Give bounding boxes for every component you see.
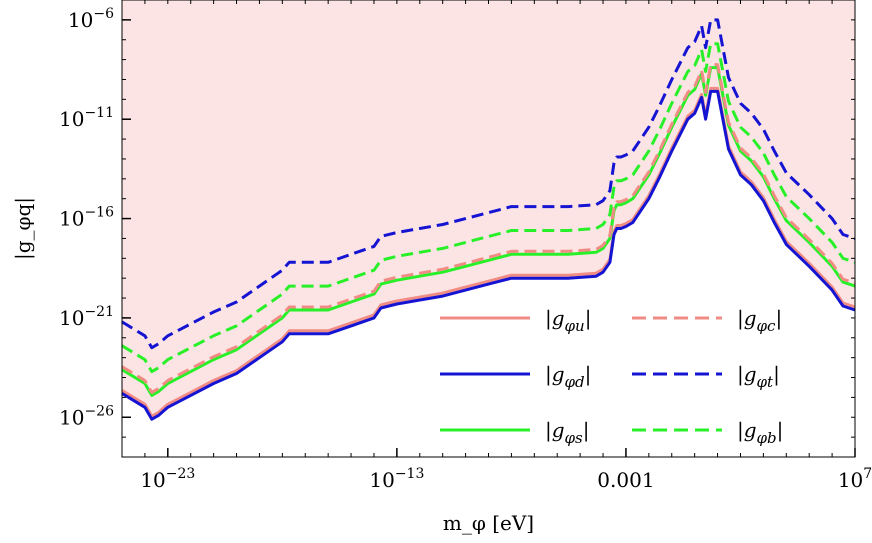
x-tick-label: 0.001 <box>597 468 654 492</box>
y-tick-label: 10−21 <box>59 304 114 330</box>
y-tick-label: 10−6 <box>68 6 114 32</box>
x-tick-label: 107 <box>838 466 872 492</box>
series-line-c <box>121 63 856 394</box>
y-axis-title: |g_φq| <box>11 197 36 260</box>
x-tick-label: 10−13 <box>369 466 424 492</box>
legend-label-s: |gφs| <box>545 418 590 447</box>
legend-label-b: |gφb| <box>737 418 783 447</box>
x-axis-title: m_φ [eV] <box>443 511 534 535</box>
axes: 10−23 10−13 0.001 107 10−6 10−11 10−16 10−21 10−… <box>59 0 872 492</box>
legend-label-u: |gφu| <box>545 306 591 335</box>
legend-label-d: |gφd| <box>545 362 591 391</box>
y-tick-label: 10−16 <box>59 205 114 231</box>
plot-area <box>121 0 856 421</box>
series-line-t <box>121 18 856 350</box>
excluded-region <box>122 0 855 417</box>
legend-label-c: |gφc| <box>737 306 782 335</box>
series-line-d <box>121 89 856 421</box>
series-line-b <box>121 42 856 374</box>
y-tick-label: 10−26 <box>59 403 114 429</box>
x-tick-label: 10−23 <box>140 466 195 492</box>
legend-label-t: |gφt| <box>737 362 780 391</box>
legend: |gφu| |gφc| |gφd| |gφt| |gφs| |gφb| <box>440 306 783 447</box>
y-tick-label: 10−11 <box>59 105 114 131</box>
